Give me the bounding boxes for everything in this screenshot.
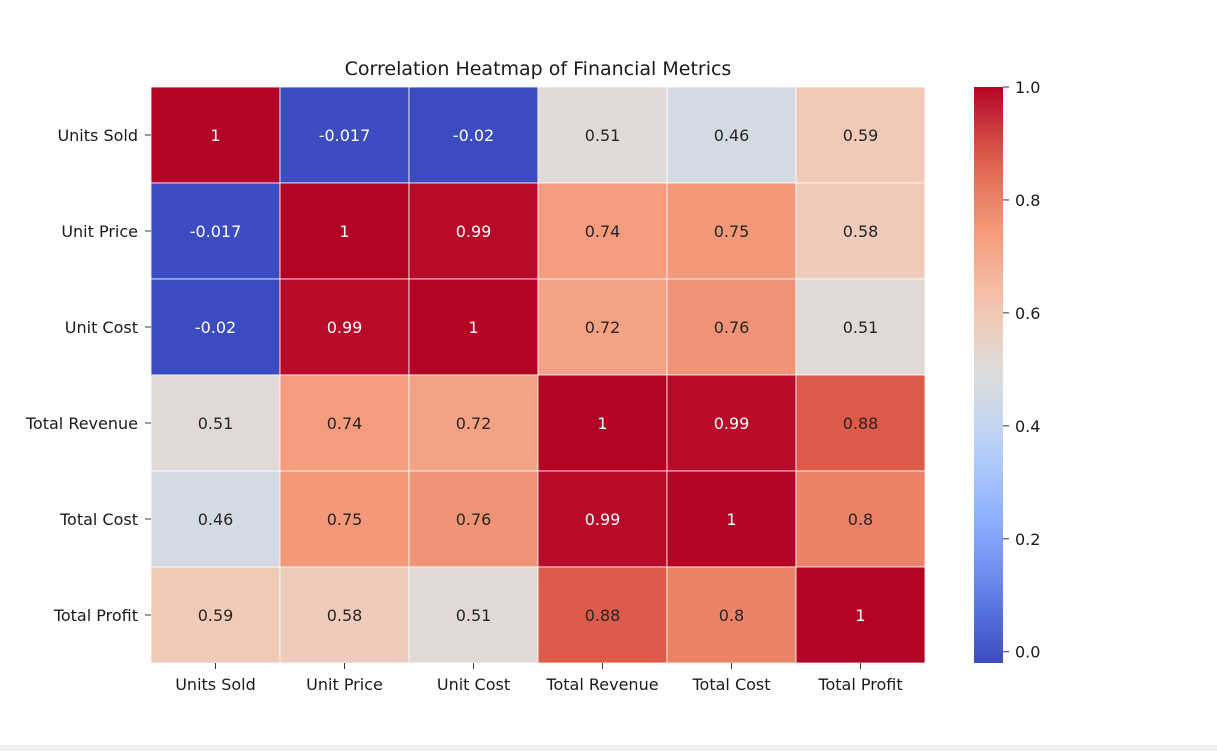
cell-value-label: 0.74 [585,222,621,241]
cell-value-label: 0.88 [843,414,879,433]
heatmap-cell [795,566,926,664]
cell-value-label: 0.51 [585,126,621,145]
bottom-strip [0,745,1217,751]
heatmap-cell [537,470,668,568]
y-tick-label: Unit Price [61,222,138,241]
cell-value-label: 0.72 [456,414,492,433]
cell-value-label: -0.017 [319,126,371,145]
cell-value-label: 1 [339,222,349,241]
heatmap-cell [279,182,410,280]
cell-value-label: 0.51 [198,414,234,433]
x-tick-label: Total Cost [691,675,770,694]
cell-value-label: 0.58 [327,606,363,625]
cell-value-label: 1 [210,126,220,145]
cell-value-label: 0.75 [714,222,750,241]
cell-value-label: 0.8 [719,606,744,625]
cell-value-label: 0.59 [843,126,879,145]
heatmap-cell [537,86,668,184]
heatmap-cell [408,470,539,568]
colorbar-tick-label: 1.0 [1015,78,1040,97]
colorbar-tick-label: 0.8 [1015,191,1040,210]
heatmap-cell [150,278,281,376]
cell-value-label: 0.99 [714,414,750,433]
cell-value-label: 1 [855,606,865,625]
colorbar-gradient [974,87,1003,663]
cell-value-label: -0.02 [195,318,236,337]
cell-value-label: 1 [468,318,478,337]
heatmap-cell [279,278,410,376]
heatmap-cell [666,86,797,184]
heatmap-cell [150,86,281,184]
cell-value-label: 0.51 [843,318,879,337]
cell-value-label: 0.74 [327,414,363,433]
cell-value-label: 0.59 [198,606,234,625]
cell-value-label: 0.75 [327,510,363,529]
cell-value-label: 0.99 [327,318,363,337]
heatmap-cell [279,374,410,472]
heatmap-cell [537,278,668,376]
cell-value-label: 0.76 [456,510,492,529]
x-tick-label: Unit Cost [437,675,510,694]
cell-value-label: 0.88 [585,606,621,625]
y-tick-label: Units Sold [57,126,138,145]
heatmap-cell [150,374,281,472]
colorbar-tick-label: 0.4 [1015,417,1040,436]
heatmap-cells [150,86,926,664]
colorbar: 0.0 0.2 0.4 0.6 0.8 1.0 [974,78,1040,663]
heatmap-cell [279,86,410,184]
heatmap-cell [150,470,281,568]
x-tick-label: Total Revenue [545,675,658,694]
heatmap-cell [408,86,539,184]
cell-value-label: -0.02 [453,126,494,145]
heatmap-cell [408,278,539,376]
cell-value-label: 0.58 [843,222,879,241]
heatmap-cell [666,278,797,376]
x-tick-label: Units Sold [175,675,256,694]
heatmap-cell [408,374,539,472]
colorbar-tick-label: 0.2 [1015,530,1040,549]
heatmap-cell [666,374,797,472]
cell-value-label: 0.46 [714,126,750,145]
heatmap-cell [666,470,797,568]
cell-value-label: 0.72 [585,318,621,337]
cell-annotations: 1 -0.017 -0.02 0.51 0.46 0.59 -0.017 1 0.99 0.74 0… [190,126,879,625]
heatmap-cell [537,374,668,472]
heatmap-cell [795,86,926,184]
heatmap-cell [150,566,281,664]
y-axis-ticks: Units Sold Unit Price Unit Cost Total Reven… [25,126,151,625]
colorbar-tick-label: 0.6 [1015,304,1040,323]
cell-value-label: 1 [726,510,736,529]
x-tick-label: Unit Price [306,675,383,694]
chart-title: Correlation Heatmap of Financial Metrics [345,58,732,80]
y-tick-label: Total Profit [53,606,138,625]
x-tick-label: Total Profit [817,675,902,694]
heatmap-cell [795,470,926,568]
cell-value-label: 0.99 [456,222,492,241]
heatmap-cell [666,566,797,664]
y-tick-label: Total Cost [59,510,138,529]
y-tick-label: Total Revenue [25,414,138,433]
cell-value-label: 0.51 [456,606,492,625]
cell-value-label: -0.017 [190,222,242,241]
heatmap-cell [795,374,926,472]
cell-value-label: 0.8 [848,510,873,529]
x-axis-ticks: Units Sold Unit Price Unit Cost Total Reven… [175,663,903,694]
cell-value-label: 0.46 [198,510,234,529]
heatmap-cell [537,566,668,664]
cell-value-label: 0.76 [714,318,750,337]
colorbar-tick-label: 0.0 [1015,643,1040,662]
heatmap-cell [795,182,926,280]
cell-value-label: 0.99 [585,510,621,529]
cell-value-label: 1 [597,414,607,433]
heatmap-cell [795,278,926,376]
y-tick-label: Unit Cost [65,318,138,337]
heatmap-cell [537,182,668,280]
